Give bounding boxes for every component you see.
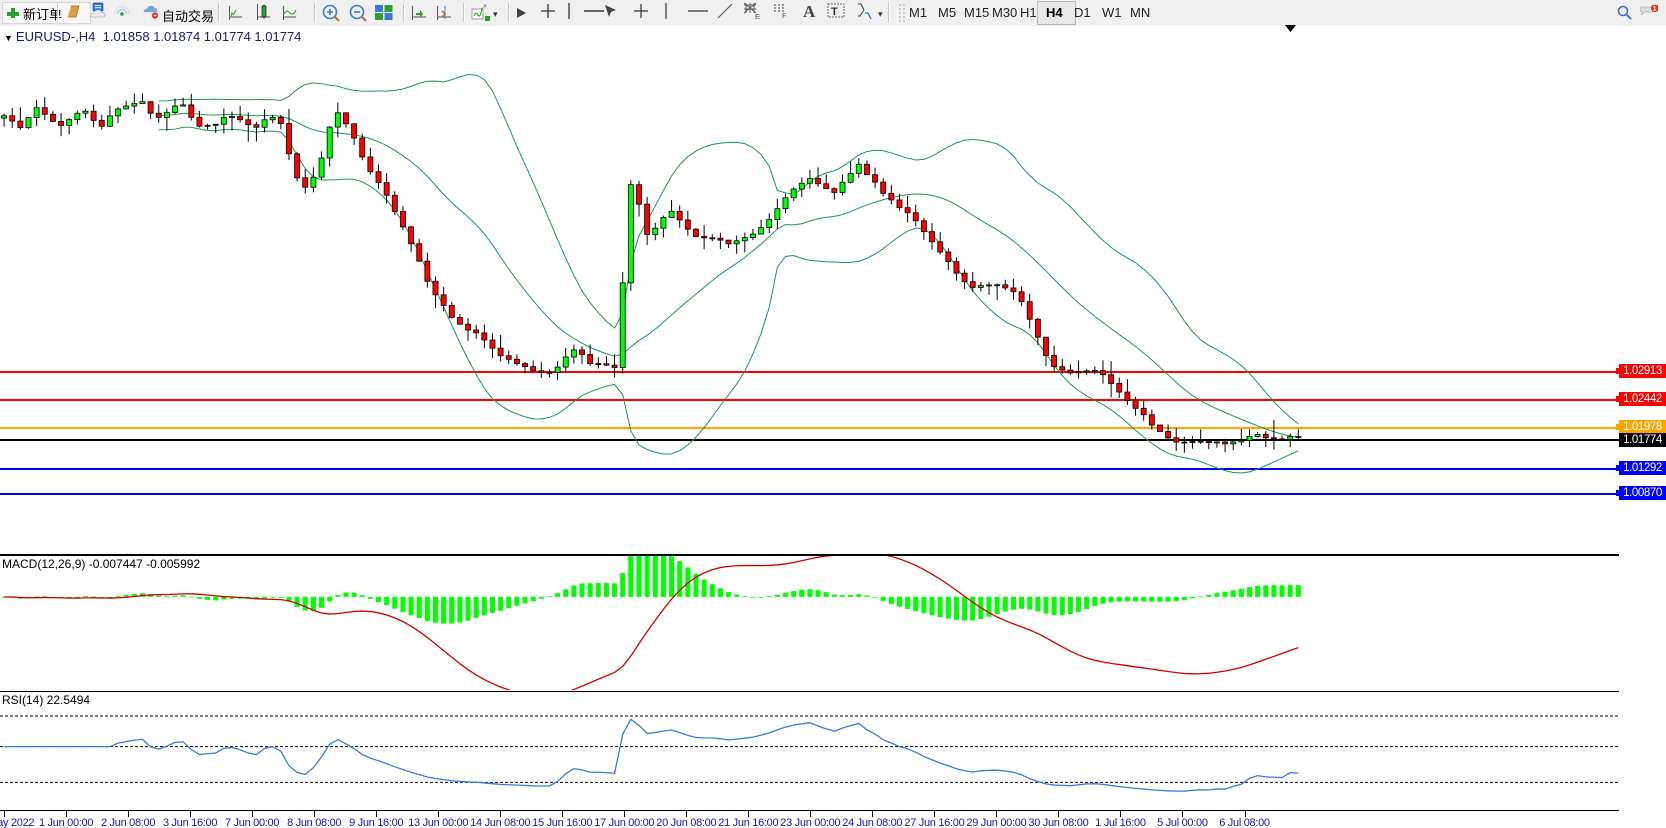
svg-text:E: E (755, 12, 760, 20)
svg-text:F: F (782, 11, 787, 19)
svg-text:T: T (831, 6, 838, 18)
svg-text:1: 1 (1653, 6, 1657, 13)
